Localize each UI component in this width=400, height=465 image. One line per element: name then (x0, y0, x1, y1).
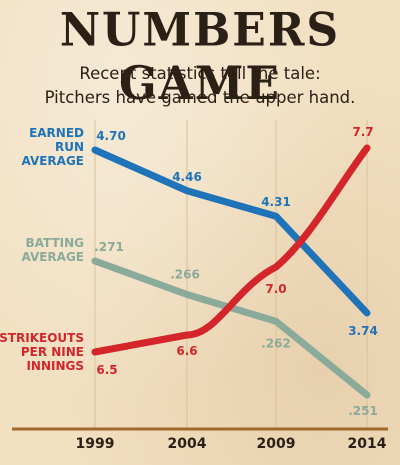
data-label-2-3: 7.7 (352, 125, 373, 139)
x-tick-2009: 2009 (257, 436, 296, 452)
data-label-2-2: 7.0 (265, 282, 286, 296)
data-label-1-3: .251 (348, 404, 378, 418)
data-label-1-1: .266 (170, 268, 200, 282)
series-name-1-line1: AVERAGE (21, 250, 84, 264)
series-line-1 (91, 257, 371, 399)
x-tick-1999: 1999 (76, 436, 115, 452)
chart-subtitle-line2: Pitchers have gained the upper hand. (44, 88, 356, 107)
data-label-2-0: 6.5 (96, 363, 117, 377)
series-name-0-line1: RUN (55, 140, 84, 154)
data-label-0-1: 4.46 (172, 170, 202, 184)
data-label-0-2: 4.31 (261, 195, 291, 209)
data-label-0-0: 4.70 (96, 129, 126, 143)
data-label-0-3: 3.74 (348, 324, 378, 338)
chart-title: NUMBERS GAME (59, 3, 341, 111)
data-label-1-0: .271 (94, 240, 124, 254)
series-line-2 (91, 144, 371, 356)
series-name-0-line2: AVERAGE (21, 154, 84, 168)
series-name-2-line2: INNINGS (26, 359, 84, 373)
series-line-0 (91, 146, 371, 317)
series-name-0-line0: EARNED (29, 126, 84, 140)
series-name-2-line0: STRIKEOUTS (0, 331, 84, 345)
series-name-2-line1: PER NINE (21, 345, 84, 359)
data-label-2-1: 6.6 (176, 344, 197, 358)
series-name-1-line0: BATTING (25, 236, 84, 250)
x-tick-2004: 2004 (168, 436, 207, 452)
x-tick-2014: 2014 (348, 436, 387, 452)
data-label-1-2: .262 (261, 336, 291, 350)
chart-subtitle-line1: Recent statistics tell the tale: (79, 64, 321, 83)
